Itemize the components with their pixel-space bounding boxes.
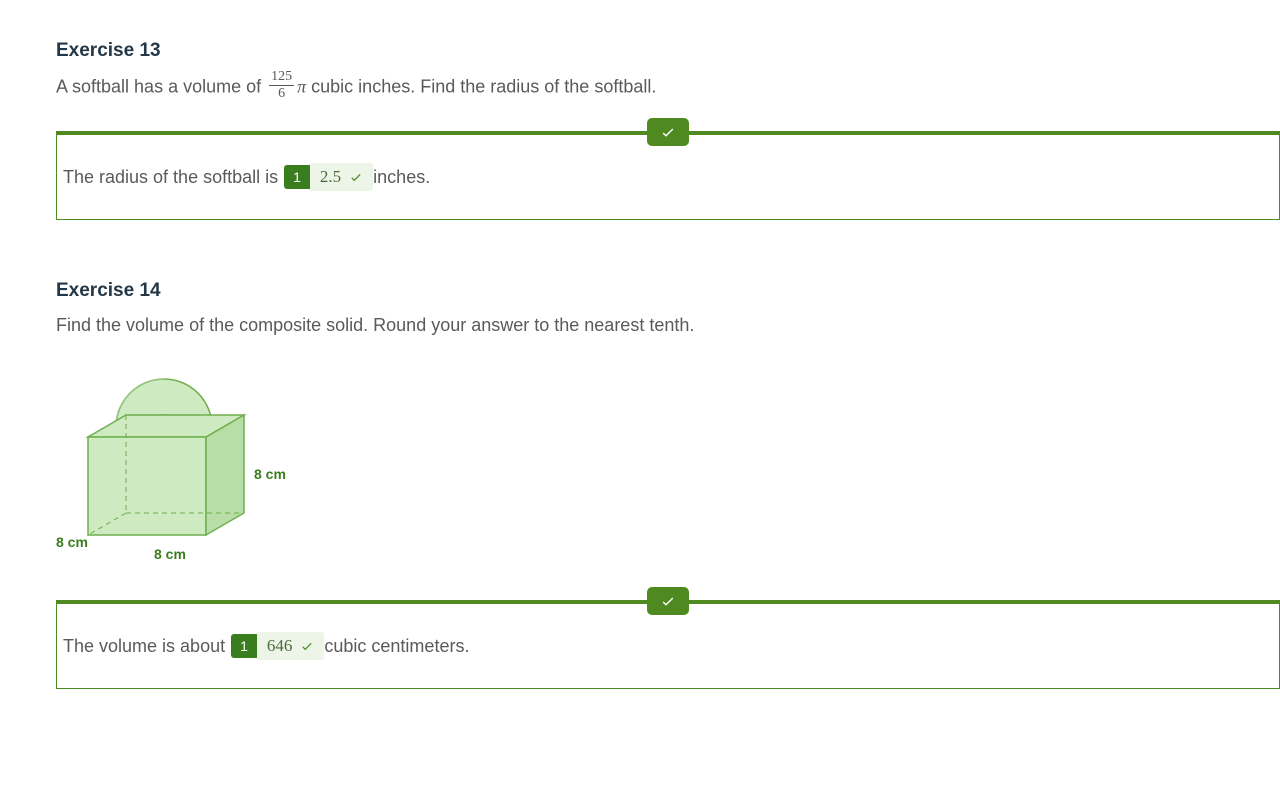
check-icon	[349, 170, 363, 184]
label-right: 8 cm	[254, 466, 286, 482]
check-icon	[300, 639, 314, 653]
answer-value: 646	[257, 632, 325, 660]
answer-value-text: 646	[267, 636, 293, 656]
answer-index-badge: 1	[231, 634, 257, 658]
prompt-text-post: cubic inches. Find the radius of the sof…	[306, 76, 656, 96]
exercise-14: Exercise 14 Find the volume of the compo…	[56, 280, 1280, 689]
answer-pre: The radius of the softball is	[63, 167, 278, 188]
answer-line: The radius of the softball is 1 2.5 inch…	[63, 163, 1269, 191]
prompt-text-pre: A softball has a volume of	[56, 76, 266, 96]
exercise-13: Exercise 13 A softball has a volume of 1…	[56, 40, 1280, 220]
exercise-title: Exercise 13	[56, 40, 1280, 62]
check-icon	[660, 593, 676, 609]
diagram-svg: 8 cm 8 cm 8 cm	[56, 367, 286, 577]
cube-right-face	[206, 415, 244, 535]
answer-value-text: 2.5	[320, 167, 341, 187]
answer-post: cubic centimeters.	[324, 636, 469, 657]
answer-post: inches.	[373, 167, 430, 188]
exercise-prompt: Find the volume of the composite solid. …	[56, 312, 1280, 339]
answer-check-badge	[647, 587, 689, 615]
answer-box: The volume is about 1 646 cubic centimet…	[56, 600, 1280, 689]
fraction: 1256	[269, 70, 294, 101]
check-icon	[660, 124, 676, 140]
cube-front-face	[88, 437, 206, 535]
label-left: 8 cm	[56, 534, 88, 550]
answer-index-badge: 1	[284, 165, 310, 189]
answer-pre: The volume is about	[63, 636, 225, 657]
pi-symbol: π	[297, 76, 306, 96]
answer-line: The volume is about 1 646 cubic centimet…	[63, 632, 1269, 660]
composite-solid-diagram: 8 cm 8 cm 8 cm	[56, 367, 1280, 582]
answer-check-badge	[647, 118, 689, 146]
answer-value: 2.5	[310, 163, 373, 191]
answer-box: The radius of the softball is 1 2.5 inch…	[56, 131, 1280, 220]
label-bottom: 8 cm	[154, 546, 186, 562]
fraction-denominator: 6	[269, 86, 294, 101]
fraction-numerator: 125	[269, 70, 294, 86]
exercise-prompt: A softball has a volume of 1256π cubic i…	[56, 72, 1280, 103]
exercise-title: Exercise 14	[56, 280, 1280, 302]
